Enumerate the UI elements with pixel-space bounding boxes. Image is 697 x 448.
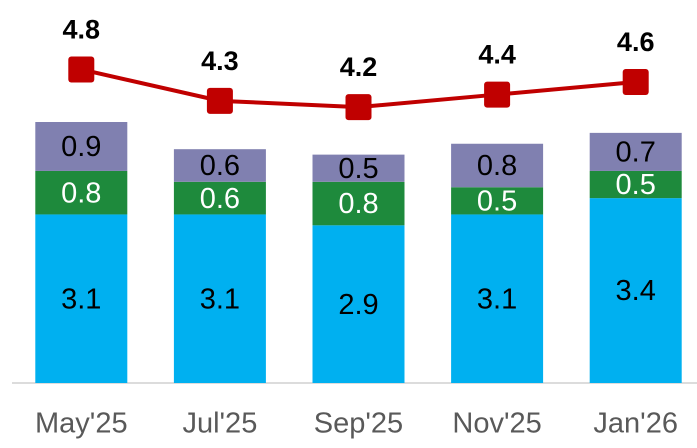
bar-segment xyxy=(589,198,682,383)
bar-label: 0.5 xyxy=(616,169,656,201)
bar-segment xyxy=(312,181,405,226)
x-tick-label: Sep'25 xyxy=(314,408,403,440)
line-label: 4.3 xyxy=(201,46,239,76)
bar-segment xyxy=(35,214,128,383)
x-tick-label: Jul'25 xyxy=(182,408,257,440)
line-label: 4.6 xyxy=(617,27,655,57)
bar-segment xyxy=(173,214,266,383)
bar-segment xyxy=(589,132,682,171)
bar-segment xyxy=(35,170,128,215)
line-marker xyxy=(484,81,511,108)
line-label: 4.4 xyxy=(478,40,516,70)
x-tick-label: May'25 xyxy=(35,408,128,440)
bar-segment xyxy=(173,149,266,182)
bar-segment xyxy=(451,143,544,188)
bar-label: 3.4 xyxy=(616,275,656,307)
bar-label: 3.1 xyxy=(477,283,517,315)
x-tick-label: Jan'26 xyxy=(593,408,678,440)
bar-segment xyxy=(451,187,544,215)
bar-label: 0.8 xyxy=(338,188,378,220)
bar-label: 0.5 xyxy=(338,153,378,185)
bar-segment xyxy=(312,154,405,182)
bar-label: 3.1 xyxy=(200,283,240,315)
line-marker xyxy=(622,69,649,96)
x-tick-label: Nov'25 xyxy=(452,408,541,440)
bar-label: 0.9 xyxy=(61,131,101,163)
bar-segment xyxy=(451,214,544,383)
bar-label: 0.8 xyxy=(477,150,517,182)
bar-label: 0.7 xyxy=(616,137,656,169)
line-marker xyxy=(345,94,372,121)
bar-segment xyxy=(35,122,128,171)
bar-label: 3.1 xyxy=(61,283,101,315)
line-marker xyxy=(68,56,95,83)
line-marker xyxy=(206,87,233,114)
bar-label: 0.5 xyxy=(477,186,517,218)
bar-label: 0.8 xyxy=(61,177,101,209)
bar-segment xyxy=(312,225,405,383)
bar-segment xyxy=(589,170,682,199)
bar-segment xyxy=(173,181,266,215)
bar-label: 0.6 xyxy=(200,150,240,182)
line-label: 4.2 xyxy=(340,52,378,82)
bar-label: 2.9 xyxy=(338,289,378,321)
line-label: 4.8 xyxy=(63,15,101,45)
bar-label: 0.6 xyxy=(200,183,240,215)
